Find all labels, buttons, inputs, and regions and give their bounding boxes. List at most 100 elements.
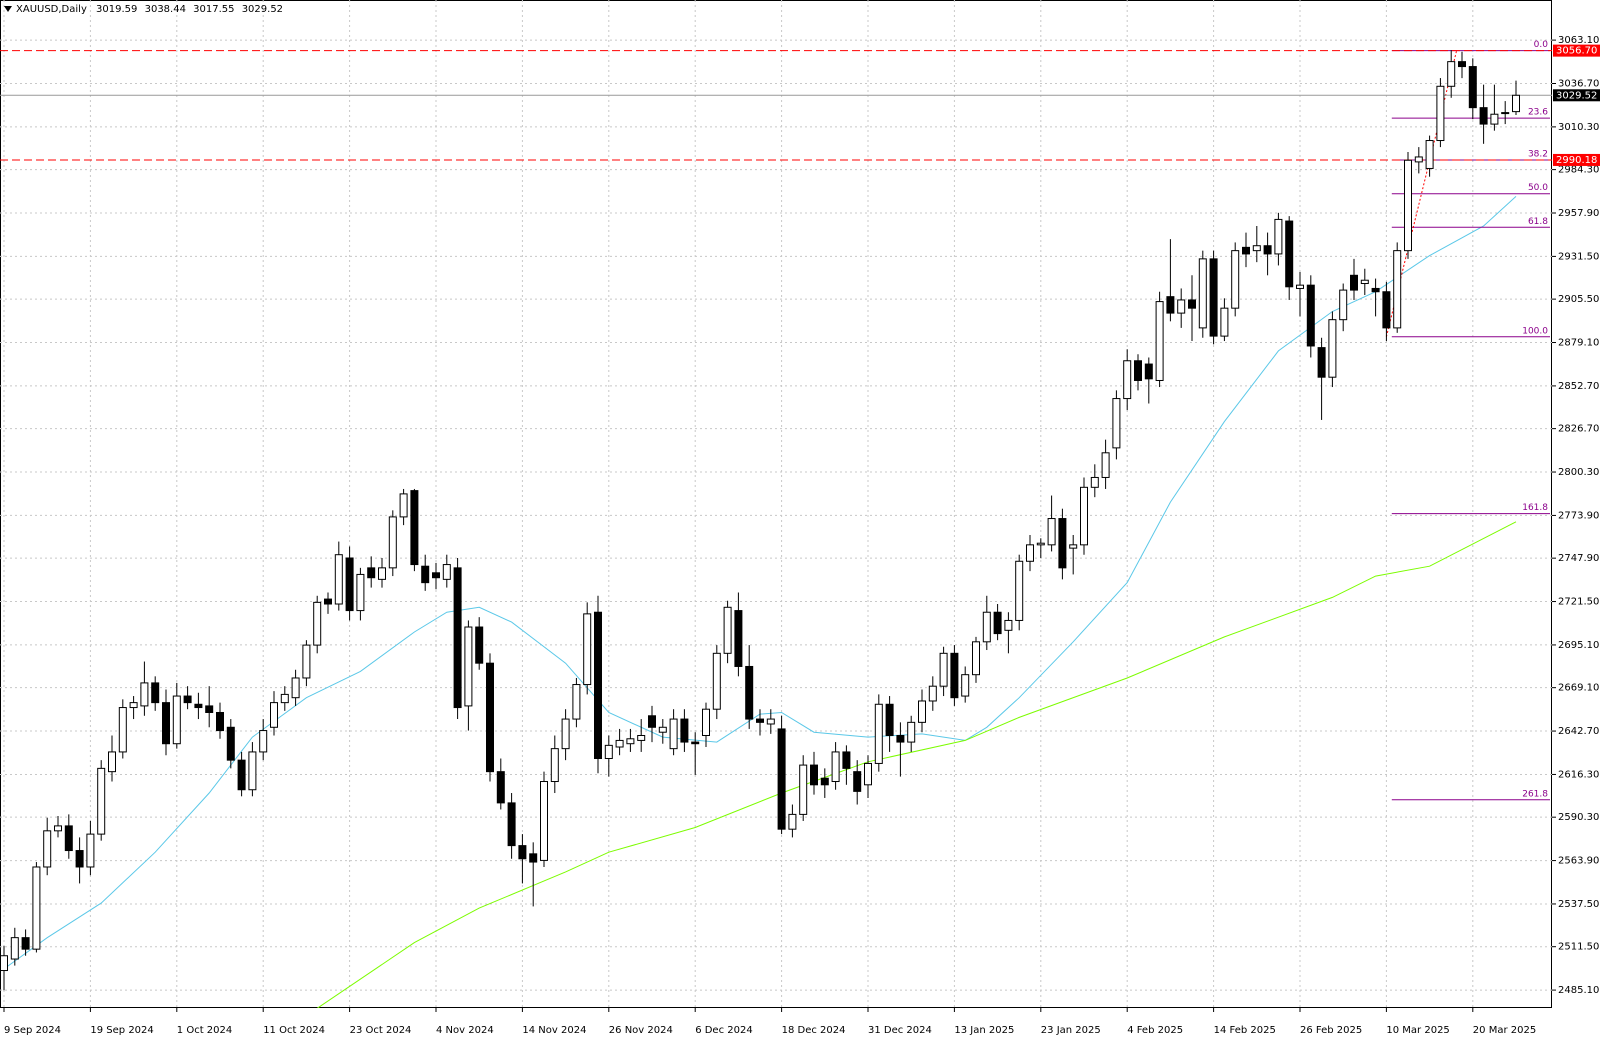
candle-body (540, 781, 548, 861)
fib-label: 100.0 (1522, 326, 1548, 336)
candle-body (108, 751, 116, 773)
candle-body (464, 626, 473, 707)
candle-body (237, 759, 246, 791)
menu-arrow[interactable] (4, 6, 12, 12)
candle-body (1242, 246, 1250, 255)
fib-label: 0.0 (1534, 40, 1549, 50)
candle-body (1144, 363, 1153, 380)
candle-body (388, 516, 397, 569)
candle-body (270, 702, 278, 728)
candle-body (734, 610, 743, 667)
y-tick-label: 2721.50 (1558, 597, 1599, 608)
candle-body (216, 711, 224, 732)
x-tick-label: 14 Feb 2025 (1214, 1025, 1276, 1036)
candle-body (1404, 159, 1412, 252)
y-tick-label: 3036.70 (1558, 78, 1599, 89)
y-tick-label: 2905.50 (1558, 294, 1599, 305)
last-price-box (1553, 89, 1600, 102)
y-tick-label: 2852.70 (1558, 381, 1599, 392)
candle-body (1458, 61, 1466, 68)
candle-body (1090, 476, 1099, 488)
candle-body (594, 611, 602, 760)
header-high: 3038.44 (145, 4, 186, 15)
candle-body (54, 825, 62, 832)
candle-body (1015, 560, 1024, 621)
candle-body (129, 702, 138, 709)
candle-body (853, 771, 862, 792)
price-box (1553, 153, 1600, 166)
candle-body (399, 493, 408, 518)
candle-body (766, 718, 775, 725)
candle-body (1328, 319, 1337, 378)
candle-body (1177, 299, 1186, 314)
y-tick-label: 3063.10 (1558, 35, 1599, 46)
candle-body (1490, 113, 1499, 125)
candle-body (810, 764, 818, 786)
candle-body (777, 728, 786, 830)
candle-body (21, 937, 30, 950)
candle-body (324, 598, 332, 605)
candle-body (756, 718, 764, 723)
plot-area: 0.0 23.6 38.2 50.0 61.8 100.0 161.8 261.8 (0, 40, 1552, 1008)
candle-body (1360, 279, 1369, 285)
y-tick-label: 2616.30 (1558, 769, 1599, 780)
candle-body (1155, 301, 1164, 381)
candle-body (637, 734, 646, 741)
candle-body (1231, 250, 1240, 309)
y-tick-label: 2537.50 (1558, 899, 1599, 910)
candle-body (32, 866, 41, 950)
candle-body (1220, 307, 1229, 337)
candle-body (723, 606, 732, 654)
candle-body (486, 662, 494, 773)
candle-body (1209, 258, 1218, 337)
moving-average (3, 196, 1517, 970)
candle-body (1112, 398, 1121, 449)
candle-body (205, 705, 214, 713)
plot-frame (0, 0, 1552, 1008)
candle-body (259, 730, 268, 753)
candle-body (367, 567, 376, 579)
candle-body (1414, 156, 1423, 163)
candle-body (658, 726, 667, 733)
candle-body (75, 850, 84, 868)
fib-label: 61.8 (1528, 217, 1548, 227)
candle-body (1123, 360, 1132, 400)
y-tick-label: 2485.10 (1558, 985, 1599, 996)
candle-body (1263, 245, 1272, 255)
candle-body (648, 715, 656, 728)
candle-body (864, 762, 872, 786)
header-open: 3019.59 (96, 4, 137, 15)
y-tick-label: 2747.90 (1558, 553, 1599, 564)
candle-body (669, 718, 678, 750)
candle-body (1350, 274, 1358, 291)
chart-header: XAUUSD,Daily 3019.59 3038.44 3017.55 302… (16, 4, 283, 15)
y-tick-label: 2669.10 (1558, 683, 1599, 694)
candle-body (799, 764, 808, 815)
header-low: 3017.55 (193, 4, 234, 15)
y-tick-label: 2984.30 (1558, 165, 1599, 176)
x-tick-label: 23 Jan 2025 (1041, 1025, 1101, 1036)
candle-body (378, 567, 386, 580)
y-tick-label: 2642.70 (1558, 726, 1599, 737)
x-tick-label: 4 Feb 2025 (1127, 1025, 1183, 1036)
candle-body (518, 845, 527, 860)
candle-body (1058, 518, 1067, 569)
candle-body (712, 652, 721, 710)
x-tick-label: 9 Sep 2024 (4, 1025, 61, 1036)
grid (0, 0, 1552, 1008)
x-tick-label: 20 Mar 2025 (1473, 1025, 1536, 1036)
candle-body (345, 557, 354, 612)
candle-body (172, 695, 181, 745)
candle-body (1036, 542, 1045, 546)
candle-body (1198, 258, 1207, 329)
candle-body (885, 703, 894, 736)
candle-body (745, 665, 754, 720)
candle-body (1188, 299, 1196, 309)
candle-body (183, 695, 192, 704)
price-box (1553, 44, 1600, 57)
candle-body (702, 708, 710, 736)
candle-body (939, 652, 948, 687)
header-close: 3029.52 (242, 4, 283, 15)
candle-body (1447, 61, 1456, 87)
fib-label: 38.2 (1528, 149, 1548, 159)
